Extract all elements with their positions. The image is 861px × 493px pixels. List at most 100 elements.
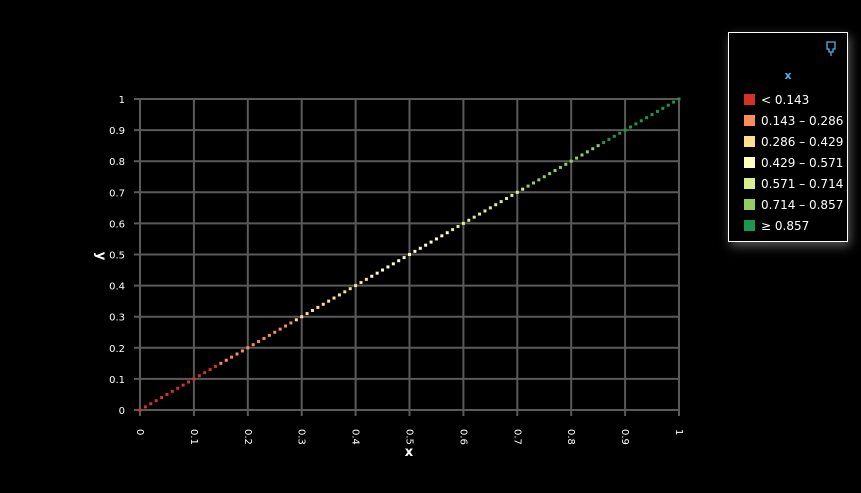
legend-label: 0.571 – 0.714 [761, 176, 844, 191]
data-point [515, 190, 519, 194]
data-point [467, 218, 471, 222]
data-point [187, 380, 191, 384]
data-point [257, 340, 261, 344]
data-point [402, 256, 406, 260]
legend-item[interactable]: 0.429 – 0.571 [744, 152, 843, 173]
data-point [542, 175, 546, 179]
data-point [558, 165, 562, 169]
data-point [531, 181, 535, 185]
legend-swatch [744, 115, 755, 126]
data-point [138, 408, 142, 412]
data-point [478, 212, 482, 216]
legend-panel: x < 0.143 0.143 – 0.286 0.286 – 0.429 0.429… [728, 32, 848, 242]
y-tick-label: 0 [119, 406, 125, 417]
x-tick-label: 0.4 [350, 429, 361, 445]
data-point [343, 290, 347, 294]
pin-icon[interactable] [825, 41, 837, 57]
data-point [634, 122, 638, 126]
data-point [294, 318, 298, 322]
data-point [219, 361, 223, 365]
legend-item[interactable]: 0.286 – 0.429 [744, 131, 843, 152]
data-point [375, 271, 379, 275]
data-point [591, 147, 595, 151]
y-tick-label: 0.5 [109, 251, 125, 262]
data-point [246, 346, 250, 350]
data-point [397, 259, 401, 263]
data-point [154, 399, 158, 403]
data-point [650, 113, 654, 117]
data-point [461, 221, 465, 225]
legend-item[interactable]: 0.143 – 0.286 [744, 110, 843, 131]
legend-item[interactable]: 0.571 – 0.714 [744, 173, 843, 194]
data-point [639, 119, 643, 123]
data-point [440, 234, 444, 238]
data-points [138, 97, 681, 412]
data-point [284, 324, 288, 328]
data-point [143, 405, 147, 409]
data-point [332, 296, 336, 300]
data-point [655, 109, 659, 113]
y-axis-title: y [93, 252, 108, 261]
legend-swatch [744, 136, 755, 147]
legend-label: ≥ 0.857 [761, 218, 810, 233]
x-tick-label: 0.7 [511, 429, 522, 445]
y-tick-label: 0.9 [109, 126, 125, 137]
x-tick-label: 1 [673, 429, 684, 435]
data-point [494, 203, 498, 207]
data-point [364, 277, 368, 281]
data-point [267, 333, 271, 337]
data-point [537, 178, 541, 182]
data-point [230, 355, 234, 359]
data-point [429, 240, 433, 244]
legend-swatch [744, 178, 755, 189]
data-point [224, 358, 228, 362]
legend-item[interactable]: 0.714 – 0.857 [744, 194, 843, 215]
x-tick-label: 0.9 [619, 429, 630, 445]
data-point [585, 150, 589, 154]
data-point [612, 134, 616, 138]
data-point [596, 144, 600, 148]
data-point [445, 231, 449, 235]
y-tick-label: 0.4 [109, 282, 125, 293]
data-point [472, 215, 476, 219]
data-point [424, 243, 428, 247]
y-tick-label: 0.3 [109, 313, 125, 324]
data-point [381, 268, 385, 272]
legend-item[interactable]: ≥ 0.857 [744, 215, 843, 236]
x-tick-label: 0.8 [565, 429, 576, 445]
data-point [499, 200, 503, 204]
x-tick-label: 0.6 [457, 429, 468, 445]
y-tick-label: 0.8 [109, 157, 125, 168]
data-point [569, 159, 573, 163]
data-point [408, 253, 411, 256]
data-point [451, 228, 455, 232]
legend-swatch [744, 157, 755, 168]
data-point [370, 274, 374, 278]
x-tick-label: 0.3 [296, 429, 307, 445]
data-point [505, 197, 509, 201]
data-point [553, 169, 557, 173]
y-tick-label: 0.6 [109, 219, 125, 230]
data-point [526, 184, 530, 188]
legend-label: 0.714 – 0.857 [761, 197, 844, 212]
data-point [321, 302, 325, 306]
legend-label: < 0.143 [761, 92, 810, 107]
data-point [510, 193, 514, 197]
data-point [278, 327, 282, 331]
data-point [677, 97, 681, 101]
data-point [386, 265, 390, 269]
data-point [434, 237, 438, 241]
legend-label: 0.143 – 0.286 [761, 113, 844, 128]
data-point [564, 162, 568, 166]
data-point [575, 156, 579, 160]
data-point [488, 206, 492, 210]
data-point [208, 368, 212, 372]
legend-item[interactable]: < 0.143 [744, 89, 843, 110]
y-axis-ticks: 0 0.1 0.2 0.3 0.4 0.5 0.6 0.7 0.8 0.9 1 [109, 95, 125, 417]
legend-swatch [744, 199, 755, 210]
data-point [354, 284, 358, 288]
x-tick-label: 0.2 [242, 429, 253, 445]
data-point [521, 187, 525, 191]
